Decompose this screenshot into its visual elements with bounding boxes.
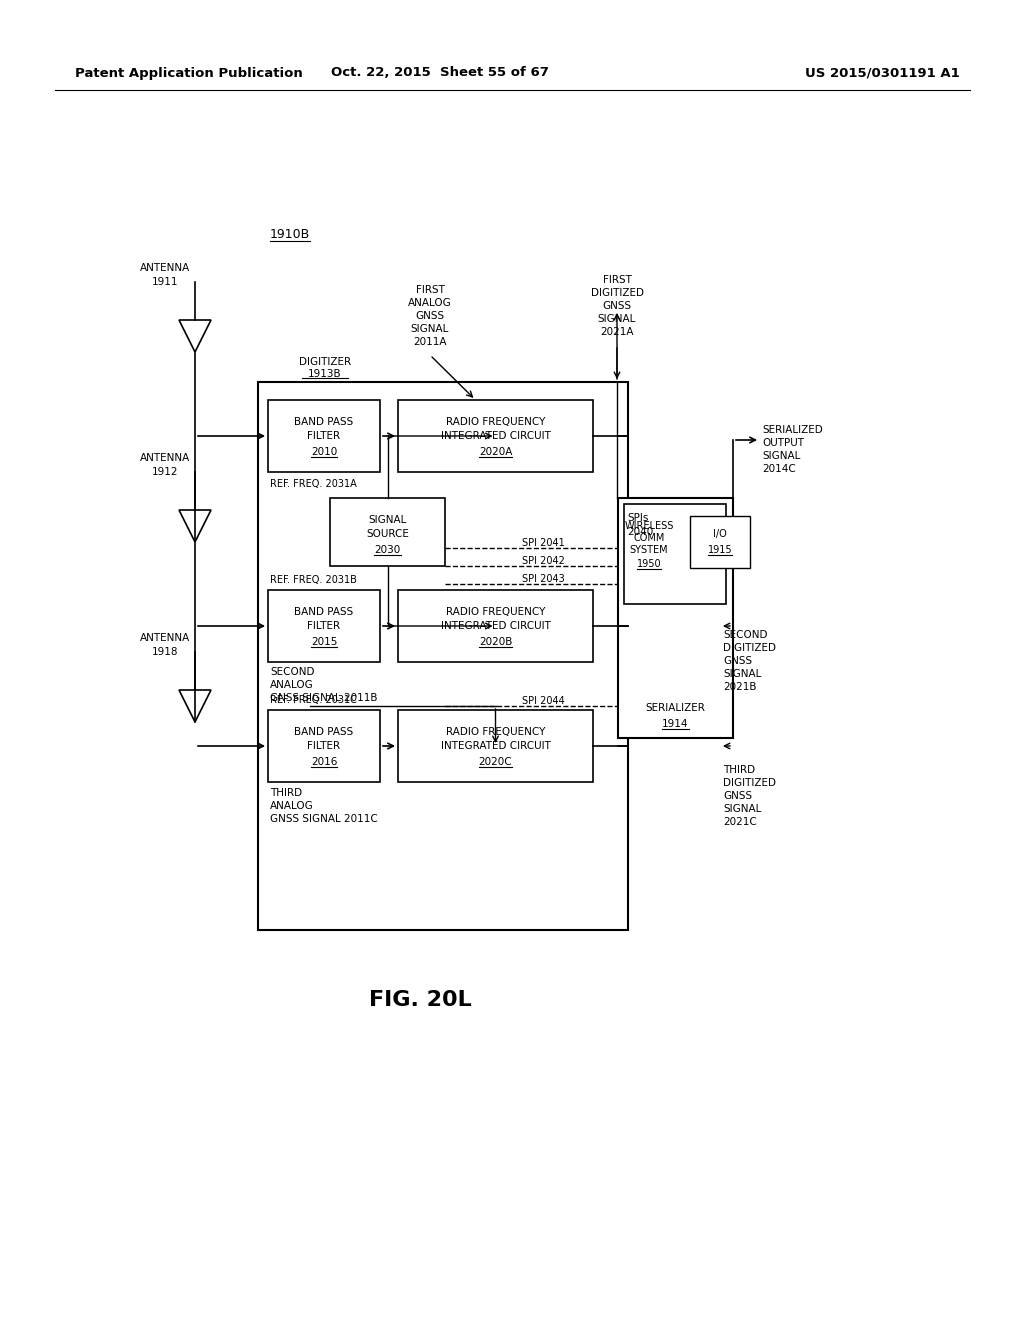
- Text: SERIALIZER: SERIALIZER: [645, 704, 706, 713]
- Text: SIGNAL: SIGNAL: [411, 323, 450, 334]
- Text: 2021B: 2021B: [723, 682, 757, 692]
- Text: GNSS: GNSS: [416, 312, 444, 321]
- Text: 1911: 1911: [152, 277, 178, 286]
- Text: 2020B: 2020B: [479, 638, 512, 647]
- Text: FILTER: FILTER: [307, 620, 341, 631]
- Text: GNSS SIGNAL 2011B: GNSS SIGNAL 2011B: [270, 693, 378, 704]
- Text: SPI 2044: SPI 2044: [522, 696, 565, 706]
- Text: 1913B: 1913B: [308, 370, 342, 379]
- Text: 1910B: 1910B: [270, 228, 310, 242]
- Text: ANTENNA: ANTENNA: [140, 453, 190, 463]
- Text: INTEGRATED CIRCUIT: INTEGRATED CIRCUIT: [440, 620, 551, 631]
- Text: INTEGRATED CIRCUIT: INTEGRATED CIRCUIT: [440, 741, 551, 751]
- Text: SECOND: SECOND: [270, 667, 314, 677]
- Text: SERIALIZED: SERIALIZED: [762, 425, 822, 436]
- Text: GNSS: GNSS: [723, 656, 752, 667]
- Text: RADIO FREQUENCY: RADIO FREQUENCY: [445, 607, 545, 616]
- Text: THIRD: THIRD: [723, 766, 755, 775]
- Text: FILTER: FILTER: [307, 741, 341, 751]
- Text: DIGITIZED: DIGITIZED: [723, 777, 776, 788]
- Bar: [398, 590, 593, 663]
- Bar: [268, 710, 380, 781]
- Text: INTEGRATED CIRCUIT: INTEGRATED CIRCUIT: [440, 432, 551, 441]
- Bar: [268, 400, 380, 473]
- Text: FIRST: FIRST: [416, 285, 444, 294]
- Text: OUTPUT: OUTPUT: [762, 438, 804, 447]
- Bar: [268, 590, 380, 663]
- Text: 1950: 1950: [637, 558, 662, 569]
- Text: 1912: 1912: [152, 467, 178, 477]
- Text: SPI 2043: SPI 2043: [522, 574, 565, 583]
- Text: REF. FREQ. 2031C: REF. FREQ. 2031C: [270, 696, 357, 705]
- Text: 2014C: 2014C: [762, 465, 796, 474]
- Text: SPI 2041: SPI 2041: [522, 539, 565, 548]
- Text: 2011A: 2011A: [414, 337, 446, 347]
- Text: 1918: 1918: [152, 647, 178, 657]
- Text: 2015: 2015: [311, 638, 337, 647]
- Text: COMM: COMM: [633, 533, 665, 543]
- Text: SIGNAL: SIGNAL: [723, 804, 762, 814]
- Text: WIRELESS: WIRELESS: [625, 521, 674, 531]
- Text: DIGITIZED: DIGITIZED: [723, 643, 776, 653]
- Text: 1914: 1914: [663, 719, 689, 729]
- Text: Oct. 22, 2015  Sheet 55 of 67: Oct. 22, 2015 Sheet 55 of 67: [331, 66, 549, 79]
- Bar: [690, 516, 750, 568]
- Text: FIG. 20L: FIG. 20L: [369, 990, 471, 1010]
- Bar: [398, 710, 593, 781]
- Text: RADIO FREQUENCY: RADIO FREQUENCY: [445, 417, 545, 426]
- Text: SYSTEM: SYSTEM: [630, 545, 669, 554]
- Bar: [398, 400, 593, 473]
- Text: SECOND: SECOND: [723, 630, 768, 640]
- Text: I/O: I/O: [713, 529, 727, 539]
- Text: GNSS: GNSS: [602, 301, 632, 312]
- Text: 2020A: 2020A: [479, 447, 512, 457]
- Text: Patent Application Publication: Patent Application Publication: [75, 66, 303, 79]
- Text: BAND PASS: BAND PASS: [294, 727, 353, 737]
- Text: GNSS: GNSS: [723, 791, 752, 801]
- Bar: [330, 498, 445, 566]
- Text: FILTER: FILTER: [307, 432, 341, 441]
- Text: SOURCE: SOURCE: [366, 529, 409, 539]
- Text: 2010: 2010: [311, 447, 337, 457]
- Bar: [624, 504, 726, 605]
- Text: THIRD: THIRD: [270, 788, 302, 799]
- Text: REF. FREQ. 2031B: REF. FREQ. 2031B: [270, 576, 357, 585]
- Text: BAND PASS: BAND PASS: [294, 607, 353, 616]
- Bar: [618, 498, 733, 738]
- Text: ANALOG: ANALOG: [270, 801, 313, 810]
- Text: ANTENNA: ANTENNA: [140, 634, 190, 643]
- Text: ANALOG: ANALOG: [270, 680, 313, 690]
- Bar: [258, 381, 628, 931]
- Text: 2016: 2016: [311, 756, 337, 767]
- Text: FIRST: FIRST: [602, 275, 632, 285]
- Text: GNSS SIGNAL 2011C: GNSS SIGNAL 2011C: [270, 814, 378, 824]
- Text: ANALOG: ANALOG: [409, 298, 452, 308]
- Text: SPIs: SPIs: [627, 513, 648, 523]
- Text: BAND PASS: BAND PASS: [294, 417, 353, 426]
- Text: 2030: 2030: [375, 545, 400, 554]
- Text: 2040: 2040: [627, 527, 653, 537]
- Text: DIGITIZER: DIGITIZER: [299, 356, 351, 367]
- Text: SIGNAL: SIGNAL: [598, 314, 636, 323]
- Text: 1915: 1915: [708, 545, 732, 554]
- Text: 2021C: 2021C: [723, 817, 757, 828]
- Text: 2020C: 2020C: [478, 756, 512, 767]
- Text: DIGITIZED: DIGITIZED: [591, 288, 643, 298]
- Text: ANTENNA: ANTENNA: [140, 263, 190, 273]
- Text: SIGNAL: SIGNAL: [762, 451, 801, 461]
- Text: US 2015/0301191 A1: US 2015/0301191 A1: [805, 66, 961, 79]
- Text: SIGNAL: SIGNAL: [369, 515, 407, 525]
- Text: REF. FREQ. 2031A: REF. FREQ. 2031A: [270, 479, 356, 488]
- Text: SIGNAL: SIGNAL: [723, 669, 762, 678]
- Text: SPI 2042: SPI 2042: [522, 556, 565, 566]
- Text: 2021A: 2021A: [600, 327, 634, 337]
- Text: RADIO FREQUENCY: RADIO FREQUENCY: [445, 727, 545, 737]
